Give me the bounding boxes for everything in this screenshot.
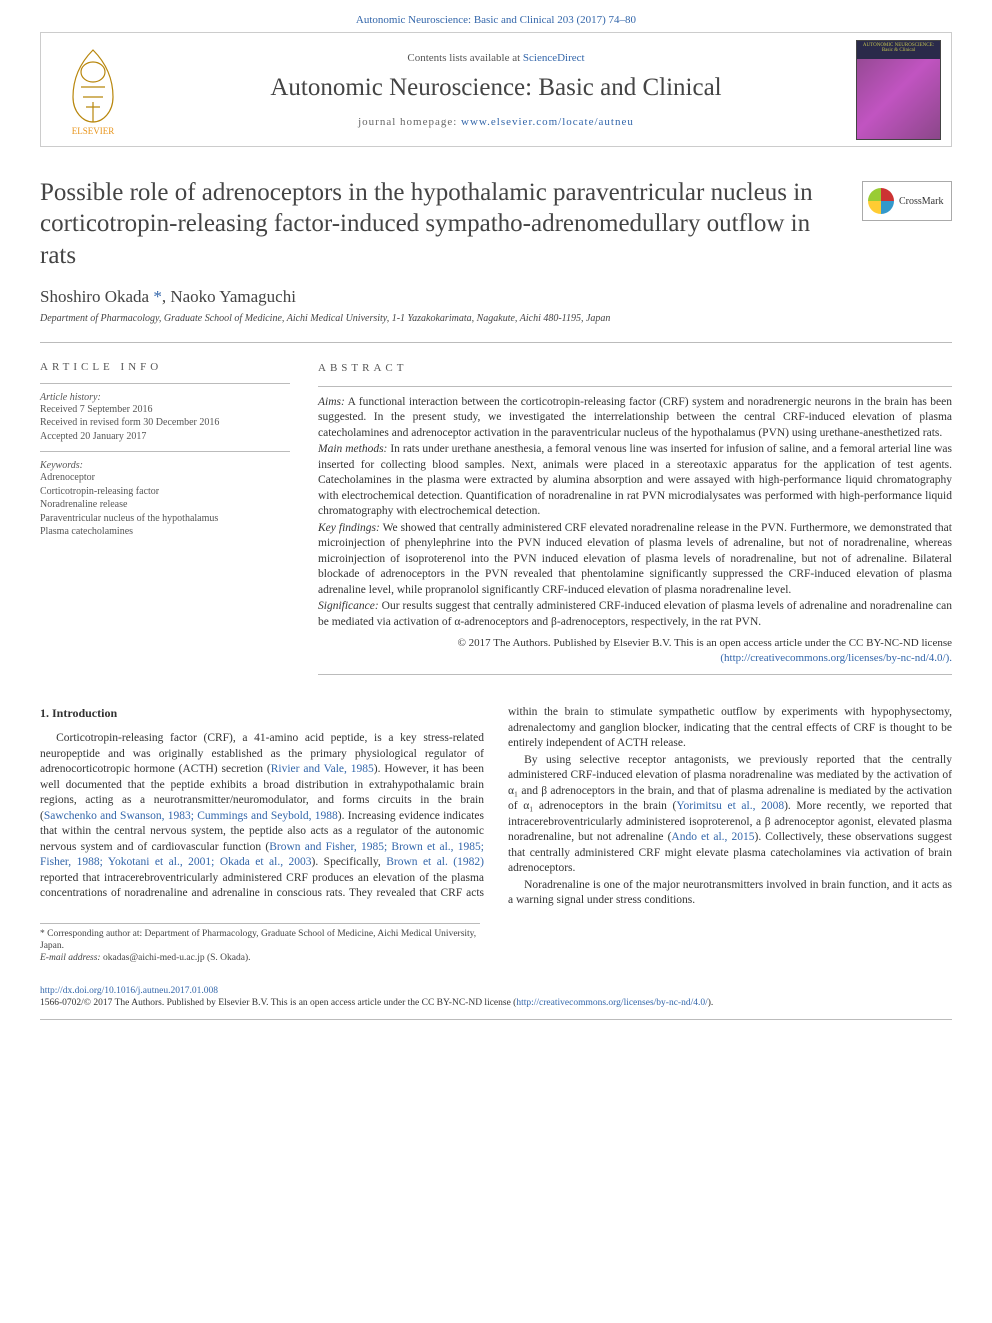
- divider: [40, 342, 952, 343]
- keywords-heading: Keywords:: [40, 460, 290, 471]
- footer-license-link[interactable]: http://creativecommons.org/licenses/by-n…: [516, 998, 707, 1008]
- citation-link[interactable]: Yorimitsu et al., 2008: [676, 800, 784, 812]
- journal-header: ELSEVIER Contents lists available at Sci…: [40, 32, 952, 147]
- contents-list-line: Contents lists available at ScienceDirec…: [146, 52, 846, 64]
- body-text: 1. Introduction Corticotropin-releasing …: [40, 705, 952, 909]
- history-heading: Article history:: [40, 392, 290, 403]
- article-info-column: article info Article history: Received 7…: [40, 361, 290, 683]
- history-item: Received 7 September 2016: [40, 403, 290, 417]
- homepage-link[interactable]: www.elsevier.com/locate/autneu: [461, 116, 634, 128]
- abstract-heading: abstract: [318, 361, 952, 376]
- running-head: Autonomic Neuroscience: Basic and Clinic…: [0, 0, 992, 32]
- elsevier-wordmark: ELSEVIER: [72, 126, 115, 136]
- abstract-lead: Key findings:: [318, 522, 380, 534]
- abstract-lead: Significance:: [318, 600, 379, 612]
- author-list: Shoshiro Okada *, Naoko Yamaguchi: [40, 287, 842, 307]
- page-footer: http://dx.doi.org/10.1016/j.autneu.2017.…: [40, 985, 952, 1010]
- footer-copyright-tail: ).: [708, 998, 714, 1008]
- journal-name: Autonomic Neuroscience: Basic and Clinic…: [146, 74, 846, 102]
- sciencedirect-link[interactable]: ScienceDirect: [523, 52, 585, 64]
- author-affiliation: Department of Pharmacology, Graduate Sch…: [40, 313, 842, 324]
- abstract-paragraph: Key findings: We showed that centrally a…: [318, 521, 952, 599]
- keywords-list: AdrenoceptorCorticotropin-releasing fact…: [40, 471, 290, 539]
- cover-text: AUTONOMIC NEUROSCIENCE: Basic & Clinical: [857, 43, 940, 54]
- corresponding-author-note: * Corresponding author at: Department of…: [40, 928, 480, 953]
- body-text-span: ). Specifically,: [312, 856, 387, 868]
- doi-link[interactable]: http://dx.doi.org/10.1016/j.autneu.2017.…: [40, 986, 218, 996]
- journal-cover-thumbnail: AUTONOMIC NEUROSCIENCE: Basic & Clinical: [856, 40, 941, 140]
- abstract-paragraph: Significance: Our results suggest that c…: [318, 599, 952, 630]
- citation-link[interactable]: Ando et al., 2015: [671, 831, 754, 843]
- history-item: Received in revised form 30 December 201…: [40, 416, 290, 430]
- abstract-paragraph: Main methods: In rats under urethane ane…: [318, 442, 952, 520]
- abstract-lead: Main methods:: [318, 443, 387, 455]
- elsevier-logo: ELSEVIER: [51, 42, 136, 137]
- article-title: Possible role of adrenoceptors in the hy…: [40, 177, 842, 271]
- crossmark-icon: [868, 188, 894, 214]
- keyword-item: Noradrenaline release: [40, 498, 290, 512]
- body-paragraph: By using selective receptor antagonists,…: [508, 753, 952, 877]
- homepage-prefix: journal homepage:: [358, 116, 461, 128]
- keyword-item: Adrenoceptor: [40, 471, 290, 485]
- abstract-text: We showed that centrally administered CR…: [318, 522, 952, 596]
- abstract-lead: Aims:: [318, 396, 345, 408]
- article-info-heading: article info: [40, 361, 290, 373]
- email-label: E-mail address:: [40, 953, 101, 963]
- keyword-item: Paraventricular nucleus of the hypothala…: [40, 512, 290, 526]
- citation-link[interactable]: Brown et al. (1982): [386, 856, 484, 868]
- keyword-item: Corticotropin-releasing factor: [40, 485, 290, 499]
- citation-link[interactable]: Sawchenko and Swanson, 1983; Cummings an…: [44, 810, 338, 822]
- abstract-copyright: © 2017 The Authors. Published by Elsevie…: [458, 637, 952, 649]
- contents-prefix: Contents lists available at: [407, 52, 522, 64]
- citation-link[interactable]: Rivier and Vale, 1985: [271, 763, 374, 775]
- abstract-paragraph: Aims: A functional interaction between t…: [318, 395, 952, 442]
- history-item: Accepted 20 January 2017: [40, 430, 290, 444]
- footer-rule: [40, 1019, 952, 1020]
- article-history-list: Received 7 September 2016Received in rev…: [40, 403, 290, 444]
- section-heading: 1. Introduction: [40, 705, 484, 721]
- keyword-item: Plasma catecholamines: [40, 525, 290, 539]
- header-center: Contents lists available at ScienceDirec…: [146, 33, 846, 146]
- body-paragraph: Noradrenaline is one of the major neurot…: [508, 878, 952, 909]
- abstract-column: abstract Aims: A functional interaction …: [318, 361, 952, 683]
- crossmark-badge[interactable]: CrossMark: [862, 181, 952, 221]
- crossmark-label: CrossMark: [899, 196, 943, 207]
- footer-copyright: 1566-0702/© 2017 The Authors. Published …: [40, 998, 516, 1008]
- footnotes: * Corresponding author at: Department of…: [40, 923, 480, 965]
- abstract-text: Our results suggest that centrally admin…: [318, 600, 952, 628]
- abstract-text: In rats under urethane anesthesia, a fem…: [318, 443, 952, 517]
- abstract-text: A functional interaction between the cor…: [318, 396, 952, 439]
- license-link[interactable]: (http://creativecommons.org/licenses/by-…: [720, 652, 952, 664]
- journal-homepage-line: journal homepage: www.elsevier.com/locat…: [146, 116, 846, 128]
- email-value: okadas@aichi-med-u.ac.jp (S. Okada).: [101, 953, 251, 963]
